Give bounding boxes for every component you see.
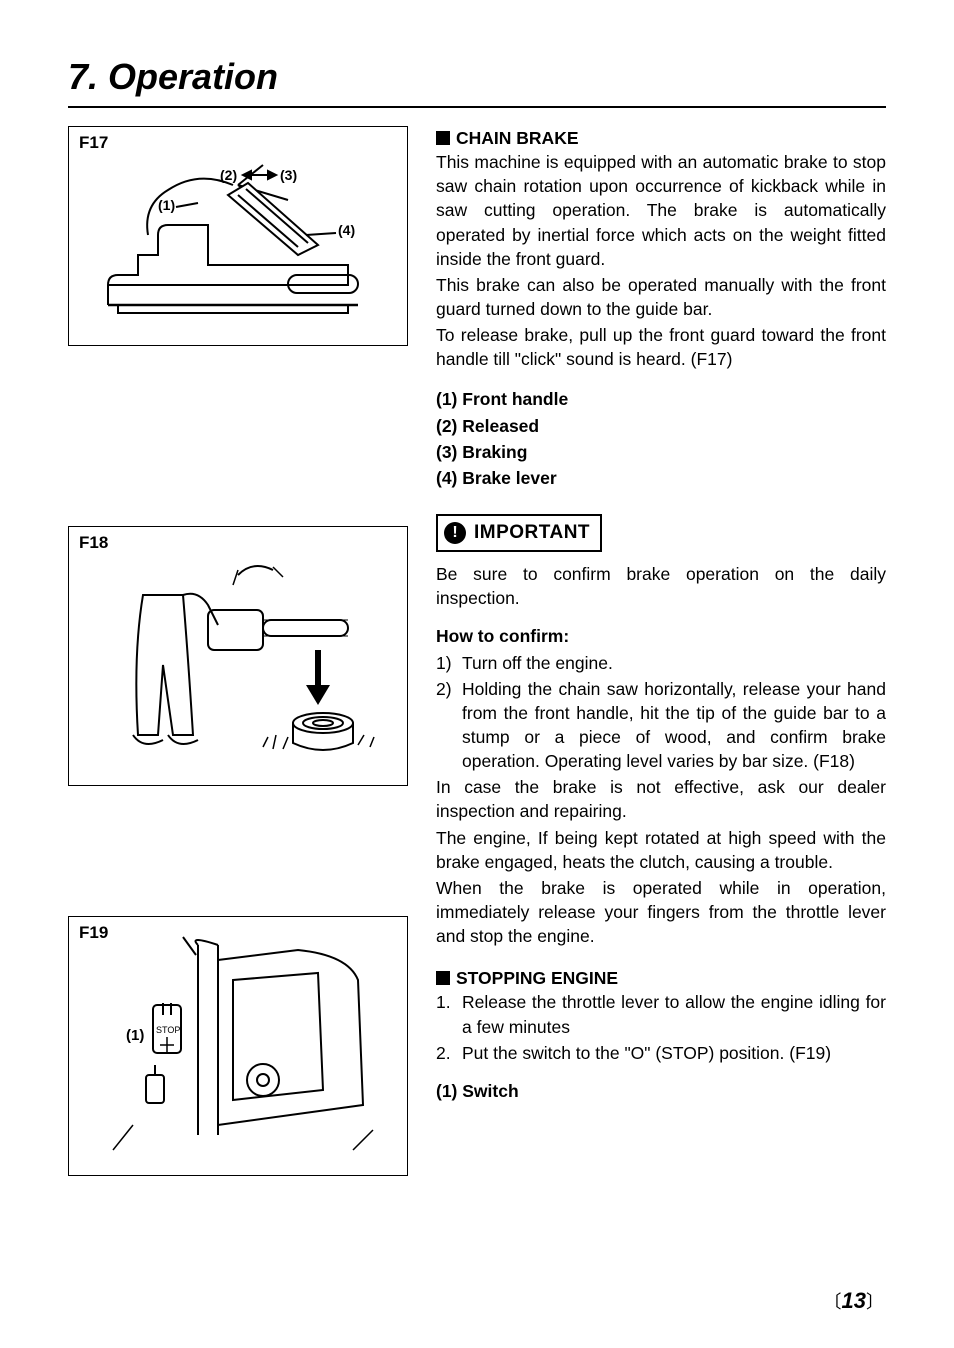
legend-f17: (1) Front handle (2) Released (3) Brakin… [436,387,886,490]
legend-item: (1) Front handle [436,387,886,411]
callout-2: (2) [220,167,237,183]
page-number: 〔13〕 [824,1288,884,1314]
paragraph: When the brake is operated while in oper… [436,876,886,948]
page-number-value: 13 [842,1288,866,1313]
figure-f17-illustration: (1) (2) (3) (4) [88,135,388,335]
numbered-list: 1) Turn off the engine. 2) Holding the c… [436,651,886,774]
square-bullet-icon [436,131,450,145]
left-column: F17 [68,126,408,1176]
important-label: IMPORTANT [474,520,590,546]
figure-f18-illustration [88,535,388,775]
important-box: ! IMPORTANT [436,514,602,552]
legend-item: (2) Released [436,414,886,438]
list-item: 2. Put the switch to the "O" (STOP) posi… [436,1041,886,1065]
figure-f17: F17 [68,126,408,346]
list-item: 1) Turn off the engine. [436,651,886,675]
title-rule [68,106,886,108]
legend-item: (3) Braking [436,440,886,464]
item-number: 2. [436,1041,462,1065]
heading-text: STOPPING ENGINE [456,968,618,988]
columns: F17 [68,126,886,1176]
item-text: Holding the chain saw horizontally, rele… [462,677,886,774]
legend-f19: (1) Switch [436,1079,886,1103]
paragraph: This machine is equipped with an automat… [436,150,886,271]
paragraph: This brake can also be operated manually… [436,273,886,321]
figure-label: F17 [79,133,108,153]
figure-label: F18 [79,533,108,553]
stopping-section: STOPPING ENGINE 1. Release the throttle … [436,966,886,1103]
how-to-heading: How to confirm: [436,624,886,648]
legend-item: (1) Switch [436,1079,886,1103]
item-number: 2) [436,677,462,774]
item-number: 1. [436,990,462,1038]
callout-4: (4) [338,222,355,238]
chain-brake-heading: CHAIN BRAKE [436,126,886,150]
paragraph: Be sure to confirm brake operation on th… [436,562,886,610]
paragraph: The engine, If being kept rotated at hig… [436,826,886,874]
item-text: Turn off the engine. [462,651,886,675]
paragraph: To release brake, pull up the front guar… [436,323,886,371]
exclamation-icon: ! [444,522,466,544]
callout-1: (1) [126,1027,144,1044]
item-text: Release the throttle lever to allow the … [462,990,886,1038]
numbered-list: 1. Release the throttle lever to allow t… [436,990,886,1064]
legend-item: (4) Brake lever [436,466,886,490]
square-bullet-icon [436,971,450,985]
figure-label: F19 [79,923,108,943]
heading-text: CHAIN BRAKE [456,128,579,148]
item-text: Put the switch to the "O" (STOP) positio… [462,1041,886,1065]
figure-f19-illustration: STOP (1) [88,925,388,1165]
paragraph: In case the brake is not effective, ask … [436,775,886,823]
stopping-heading: STOPPING ENGINE [436,966,886,990]
page-title: 7. Operation [68,56,886,98]
right-column: CHAIN BRAKE This machine is equipped wit… [436,126,886,1176]
list-item: 1. Release the throttle lever to allow t… [436,990,886,1038]
svg-text:STOP: STOP [156,1025,180,1035]
figure-f18: F18 [68,526,408,786]
callout-3: (3) [280,167,297,183]
callout-1: (1) [158,197,175,213]
page: 7. Operation F17 [0,0,954,1348]
item-number: 1) [436,651,462,675]
list-item: 2) Holding the chain saw horizontally, r… [436,677,886,774]
figure-f19: F19 STOP [68,916,408,1176]
